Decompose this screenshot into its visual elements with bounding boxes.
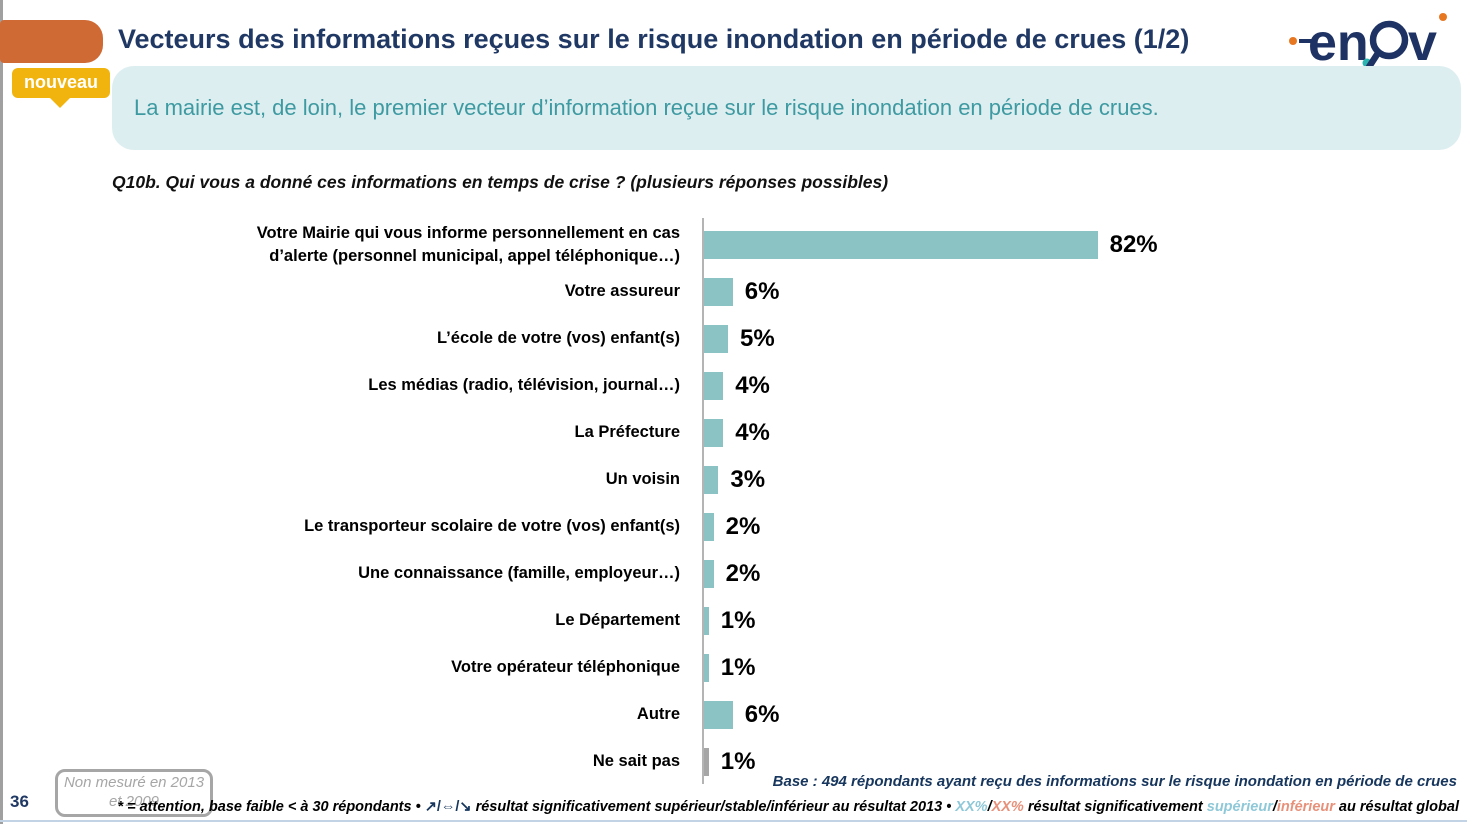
logo-letters-en: en	[1308, 14, 1369, 72]
chart-row: Votre Mairie qui vous informe personnell…	[0, 221, 1467, 268]
bar-zone: 6%	[704, 277, 780, 306]
bottom-border	[0, 820, 1467, 822]
bar-zone: 2%	[704, 512, 761, 541]
bar	[704, 512, 714, 541]
value-label: 2%	[725, 512, 761, 540]
bar-zone: 5%	[704, 324, 775, 353]
category-label: Votre assureur	[564, 282, 680, 301]
category-label: Un voisin	[605, 470, 680, 489]
bar	[704, 277, 733, 306]
value-label: 1%	[720, 653, 756, 681]
bar	[704, 324, 728, 353]
bar	[704, 465, 719, 494]
chart-row: Les médias (radio, télévision, journal…)…	[0, 362, 1467, 409]
bar-zone: 1%	[704, 606, 756, 635]
bar-zone: 1%	[704, 653, 756, 682]
footnote-part2: résultat significativement supérieur/sta…	[471, 799, 956, 815]
nouveau-badge: nouveau	[12, 68, 111, 108]
footnote-part4: au résultat global	[1334, 799, 1459, 815]
logo-magnifier-circle	[1369, 20, 1409, 60]
left-border	[0, 0, 3, 824]
chart-row: Une connaissance (famille, employeur…) 2%	[0, 550, 1467, 597]
logo-letter-v: v	[1408, 14, 1437, 72]
bar-zone: 82%	[704, 230, 1158, 259]
chart-row: La Préfecture 4%	[0, 409, 1467, 456]
bar-zone: 6%	[704, 700, 780, 729]
footnote-part3: résultat significativement	[1023, 799, 1207, 815]
bar	[704, 747, 709, 776]
bar	[704, 418, 724, 447]
value-label: 4%	[735, 371, 770, 399]
footnote-part1: * = attention, base faible < à 30 répond…	[117, 799, 425, 815]
chart-row: L’école de votre (vos) enfant(s) 5%	[0, 315, 1467, 362]
footnote-inferior-word: inférieur	[1276, 799, 1335, 815]
logo-dash	[1299, 39, 1313, 43]
footnote-xx-inferior: XX%	[991, 799, 1024, 815]
chart-row: Ne sait pas 1%	[0, 738, 1467, 785]
footnote: * = attention, base faible < à 30 répond…	[117, 799, 1459, 815]
footnote-slash1: /	[987, 799, 992, 815]
bar-zone: 3%	[704, 465, 766, 494]
bar	[704, 371, 724, 400]
category-label: L’école de votre (vos) enfant(s)	[437, 329, 680, 348]
category-label: Votre opérateur téléphonique	[451, 658, 680, 677]
chart-row: Votre opérateur téléphonique 1%	[0, 644, 1467, 691]
logo-orange-dot-top	[1439, 13, 1447, 21]
page-number: 36	[10, 792, 29, 811]
category-label: Ne sait pas	[592, 752, 680, 771]
value-label: 4%	[735, 418, 770, 446]
category-label: Le Département	[555, 611, 680, 630]
bar	[704, 230, 1098, 259]
question-text: Q10b. Qui vous a donné ces informations …	[112, 172, 889, 192]
bar	[704, 606, 709, 635]
value-label: 1%	[720, 747, 756, 775]
note-box: Non mesuré en 2013 et 2009	[55, 769, 213, 817]
chart-row: Votre assureur 6%	[0, 268, 1467, 315]
base-text: Base : 494 répondants ayant reçu des inf…	[772, 773, 1457, 790]
bar-zone: 4%	[704, 371, 770, 400]
bar	[704, 700, 733, 729]
chart-axis-line	[702, 218, 704, 784]
category-label: Votre Mairie qui vous informe personnell…	[256, 224, 680, 265]
value-label: 82%	[1109, 230, 1158, 258]
value-label: 5%	[740, 324, 775, 352]
footnote-slash2: /	[1272, 799, 1277, 815]
chart-row: Un voisin 3%	[0, 456, 1467, 503]
chart-row: Le Département 1%	[0, 597, 1467, 644]
footnote-superior-word: supérieur	[1206, 799, 1273, 815]
value-label: 2%	[725, 559, 761, 587]
enov-logo-graphic: en v	[1289, 13, 1447, 74]
value-label: 3%	[730, 465, 766, 493]
enov-logo: en v	[1286, 8, 1451, 83]
bar-zone: 4%	[704, 418, 770, 447]
bar	[704, 653, 709, 682]
category-label: Une connaissance (famille, employeur…)	[358, 564, 680, 583]
value-label: 1%	[720, 606, 756, 634]
bar-zone: 2%	[704, 559, 761, 588]
page-title: Vecteurs des informations reçues sur le …	[118, 24, 1190, 54]
category-label: La Préfecture	[574, 423, 680, 442]
significance-arrows-icon: ↗/⇔/↘	[424, 799, 472, 815]
category-label: Le transporteur scolaire de votre (vos) …	[304, 517, 680, 536]
bar	[704, 559, 714, 588]
footnote-xx-superior: XX%	[955, 799, 988, 815]
chart-row: Le transporteur scolaire de votre (vos) …	[0, 503, 1467, 550]
bar-zone: 1%	[704, 747, 756, 776]
value-label: 6%	[744, 700, 780, 728]
category-label: Les médias (radio, télévision, journal…)	[368, 376, 680, 395]
header-accent-shape	[0, 20, 103, 63]
value-label: 6%	[744, 277, 780, 305]
chart-row: Autre 6%	[0, 691, 1467, 738]
category-label: Autre	[636, 705, 680, 724]
key-message-text: La mairie est, de loin, le premier vecte…	[134, 95, 1159, 120]
bar-chart: Votre Mairie qui vous informe personnell…	[0, 221, 1467, 785]
logo-orange-dot-left	[1289, 37, 1297, 45]
key-message-banner: La mairie est, de loin, le premier vecte…	[112, 66, 1461, 150]
